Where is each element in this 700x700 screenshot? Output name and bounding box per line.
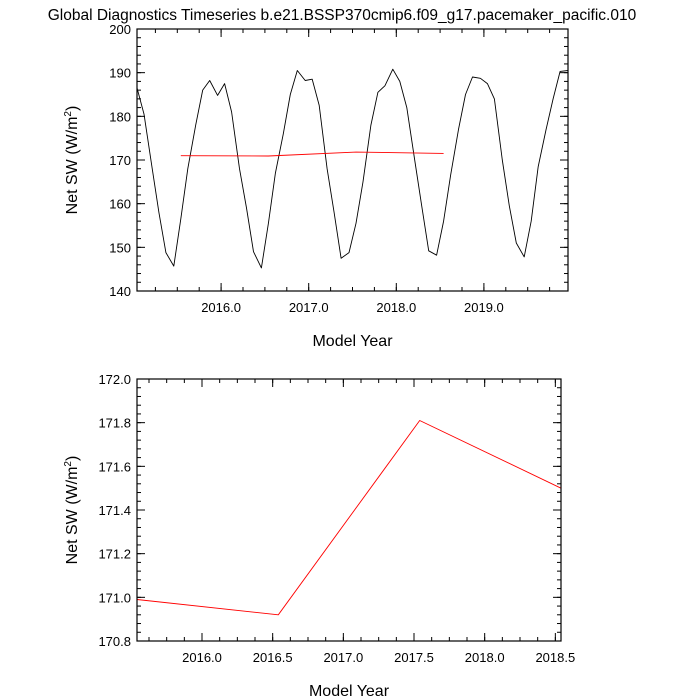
x-tick-label: 2018.0 <box>376 300 416 315</box>
y-tick-label: 172.0 <box>98 372 131 387</box>
x-tick-label: 2016.0 <box>182 650 222 665</box>
y-axis-label: Net SW (W/m2) <box>63 106 81 215</box>
y-tick-label: 200 <box>109 22 131 37</box>
y-tick-label: 171.2 <box>98 547 131 562</box>
x-tick-label: 2018.5 <box>535 650 575 665</box>
y-tick-label: 160 <box>109 197 131 212</box>
bottom-panel: 170.8 171.0 171.2 171.4 171.6 171.8 172.0 2016.… <box>63 372 575 700</box>
y-tick-label: 140 <box>109 284 131 299</box>
chart-title: Global Diagnostics Timeseries b.e21.BSSP… <box>48 7 637 24</box>
x-tick-label: 2017.5 <box>394 650 434 665</box>
y-tick-label: 150 <box>109 240 131 255</box>
y-tick-label: 171.8 <box>98 416 131 431</box>
monthly-series-line <box>136 68 569 269</box>
top-panel: 140 150 160 170 180 190 200 2016.0 2017.0 2018.0 2… <box>63 22 569 350</box>
y-tick-label: 171.0 <box>98 590 131 605</box>
plot-frame <box>136 28 569 292</box>
y-tick-label: 170 <box>109 153 131 168</box>
x-axis-label: Model Year <box>309 683 390 700</box>
x-tick-label: 2016.0 <box>201 300 241 315</box>
plot-frame <box>136 378 562 642</box>
x-axis-label: Model Year <box>312 333 393 350</box>
annual-series-line <box>136 420 562 616</box>
y-tick-label: 180 <box>109 109 131 124</box>
annual-series-line <box>180 151 444 157</box>
x-tick-label: 2016.5 <box>253 650 293 665</box>
y-tick-label: 170.8 <box>98 634 131 649</box>
x-tick-label: 2017.0 <box>323 650 363 665</box>
y-tick-label: 190 <box>109 66 131 81</box>
y-tick-label: 171.6 <box>98 459 131 474</box>
x-tick-label: 2019.0 <box>464 300 504 315</box>
y-tick-label: 171.4 <box>98 503 131 518</box>
y-axis-label: Net SW (W/m2) <box>63 456 81 565</box>
x-tick-label: 2017.0 <box>289 300 329 315</box>
x-tick-label: 2018.0 <box>465 650 505 665</box>
